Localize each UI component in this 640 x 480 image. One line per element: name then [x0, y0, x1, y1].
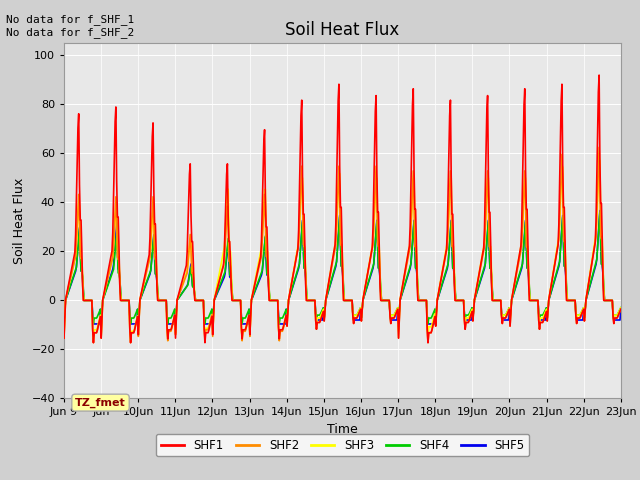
Y-axis label: Soil Heat Flux: Soil Heat Flux: [13, 178, 26, 264]
Text: TZ_fmet: TZ_fmet: [75, 397, 126, 408]
Text: No data for f_SHF_1
No data for f_SHF_2: No data for f_SHF_1 No data for f_SHF_2: [6, 14, 134, 38]
Title: Soil Heat Flux: Soil Heat Flux: [285, 21, 399, 39]
Legend: SHF1, SHF2, SHF3, SHF4, SHF5: SHF1, SHF2, SHF3, SHF4, SHF5: [156, 434, 529, 456]
X-axis label: Time: Time: [327, 423, 358, 436]
